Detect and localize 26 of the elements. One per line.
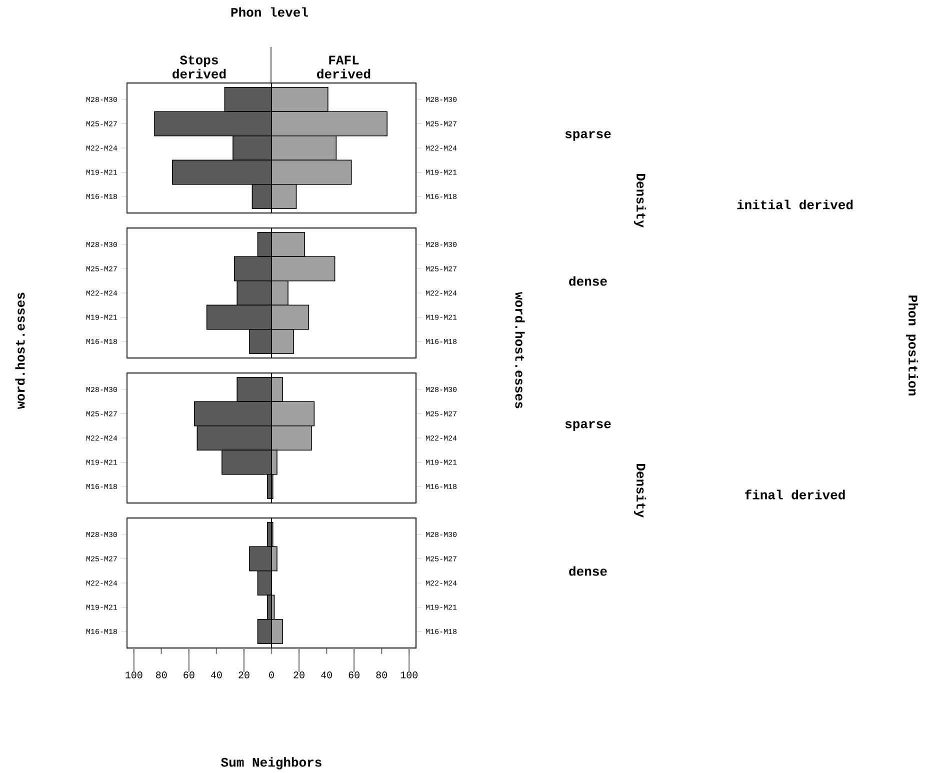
series-label: FAFL derived xyxy=(317,56,370,79)
x-tick-label: 20 xyxy=(238,672,250,678)
series-label: Stops derived xyxy=(172,56,226,79)
x-tick-label: 80 xyxy=(156,672,167,678)
text: sparse xyxy=(565,131,611,141)
x-tick-label: 20 xyxy=(294,672,304,678)
text: sparse xyxy=(565,421,611,431)
y2-axis-title: word.host.esses xyxy=(515,292,525,408)
x-tick-label: 40 xyxy=(210,672,222,678)
x-tick-label: 100 xyxy=(126,672,142,678)
chart-title: Phon level xyxy=(231,7,308,17)
x-tick-label: 60 xyxy=(184,672,194,678)
x-axis-title: Sum Neighbors xyxy=(221,757,322,770)
text: dense xyxy=(569,566,607,576)
x-tick-label: 100 xyxy=(400,672,418,678)
x-tick-label: 0 xyxy=(269,672,274,678)
x-tick-label: 80 xyxy=(376,672,387,678)
y-axis-title: word.host.esses xyxy=(15,292,25,410)
text: Density xyxy=(634,174,646,228)
text: initial derived xyxy=(737,200,853,210)
text: dense xyxy=(569,276,607,286)
x-tick-label: 60 xyxy=(348,672,360,678)
text: Density xyxy=(634,464,646,518)
text: Phon position xyxy=(906,296,918,396)
x-tick-label: 40 xyxy=(321,672,332,678)
text: final derived xyxy=(745,490,845,500)
